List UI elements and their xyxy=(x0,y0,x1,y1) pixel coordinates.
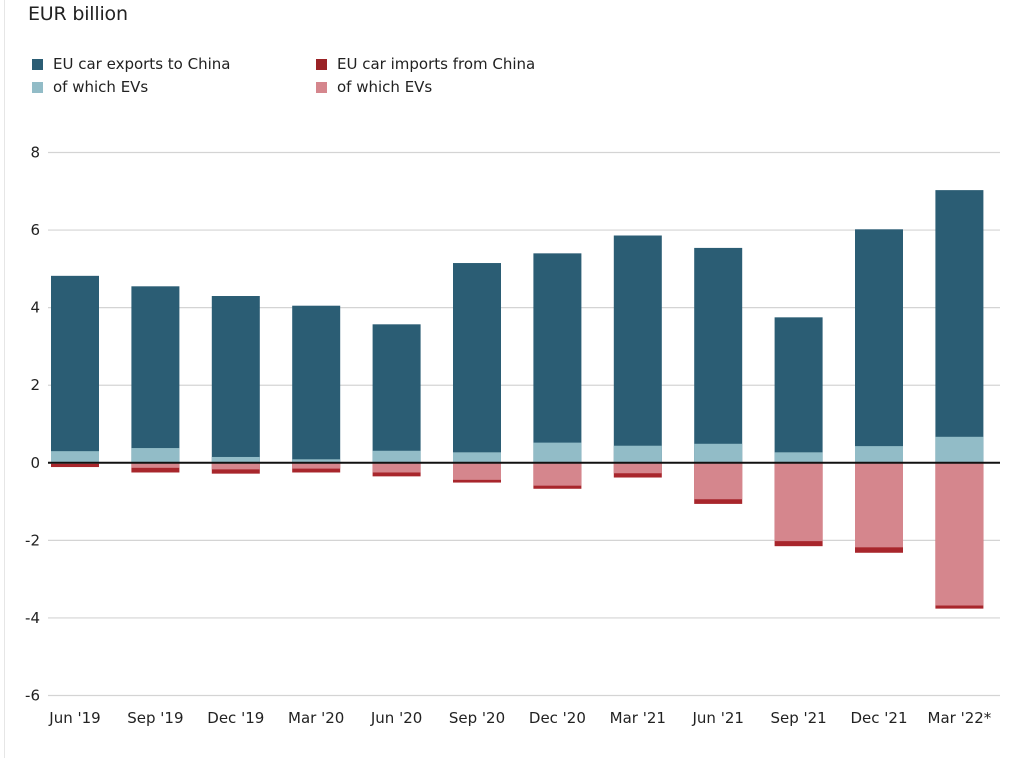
y-tick-label: -2 xyxy=(25,531,40,549)
x-axis-ticks: Jun '19 Sep '19 Dec '19 Mar '20 Jun '20 Sep '… xyxy=(48,709,991,727)
bar-imports-evs xyxy=(613,462,662,474)
y-axis-unit-title: EUR billion xyxy=(28,3,128,25)
bar-imports-evs xyxy=(935,462,984,606)
bar-group xyxy=(292,305,341,473)
gridlines xyxy=(48,151,1000,697)
bar-exports xyxy=(694,247,743,463)
x-tick-label: Sep '19 xyxy=(127,709,183,727)
bar-group xyxy=(533,253,582,489)
bar-exports xyxy=(372,324,421,463)
bar-group xyxy=(211,296,260,474)
x-tick-label: Dec '21 xyxy=(850,709,907,727)
legend-label-exports-evs: of which EVs xyxy=(53,78,149,96)
legend-item-imports: EU car imports from China xyxy=(316,55,535,73)
bar-exports-evs xyxy=(51,451,99,463)
x-tick-label: Mar '20 xyxy=(288,709,344,727)
y-tick-label: 4 xyxy=(30,299,40,317)
legend-label-imports: EU car imports from China xyxy=(337,55,536,73)
bar-exports-evs xyxy=(533,442,582,463)
x-tick-label: Mar '21 xyxy=(610,709,666,727)
y-tick-label: -4 xyxy=(25,609,40,627)
x-tick-label: Sep '21 xyxy=(770,709,826,727)
bar-group xyxy=(51,275,99,468)
bar-group xyxy=(774,317,823,547)
bar-exports-evs xyxy=(855,446,903,463)
y-tick-label: 0 xyxy=(30,454,40,472)
legend-swatch-exports-evs xyxy=(32,81,43,93)
legend-item-exports-evs: of which EVs xyxy=(32,78,148,96)
x-tick-label: Dec '20 xyxy=(529,709,586,727)
bar-exports-evs xyxy=(292,459,341,463)
bar-exports-evs xyxy=(613,445,662,463)
x-tick-label: Jun '20 xyxy=(370,709,422,727)
bar-imports-evs xyxy=(292,462,341,469)
bar-exports-evs xyxy=(694,443,743,463)
x-tick-label: Dec '19 xyxy=(207,709,264,727)
x-tick-label: Sep '20 xyxy=(449,709,505,727)
bar-imports-evs xyxy=(774,462,823,542)
bar-exports xyxy=(453,263,501,463)
legend-label-exports: EU car exports to China xyxy=(53,55,231,73)
bar-exports-evs xyxy=(211,456,260,463)
bars xyxy=(51,190,984,609)
bar-imports-evs xyxy=(694,462,743,500)
bar-exports xyxy=(51,275,99,463)
bar-imports-evs xyxy=(533,462,582,486)
legend-swatch-imports-evs xyxy=(316,81,327,93)
bar-group xyxy=(372,324,421,477)
x-tick-label: Mar '22* xyxy=(928,709,992,727)
bar-group xyxy=(131,286,180,473)
bar-exports-evs xyxy=(372,450,421,463)
legend-item-exports: EU car exports to China xyxy=(32,55,230,73)
bar-exports xyxy=(131,286,180,463)
bar-group xyxy=(613,235,662,478)
bar-imports-evs xyxy=(211,462,260,470)
bar-exports-evs xyxy=(131,448,180,463)
bar-exports xyxy=(855,229,903,463)
bar-imports-evs xyxy=(372,462,421,473)
bar-group xyxy=(453,263,501,483)
bar-exports xyxy=(774,317,823,463)
y-axis-ticks: 8 6 4 2 0 -2 -4 -6 xyxy=(25,144,40,705)
bar-imports xyxy=(51,462,99,468)
bar-exports xyxy=(613,235,662,463)
y-tick-label: -6 xyxy=(25,687,40,705)
bar-exports-evs xyxy=(774,452,823,463)
bar-imports-evs xyxy=(453,462,501,480)
legend: EU car exports to China of which EVs EU … xyxy=(30,55,650,105)
bar-exports xyxy=(533,253,582,463)
bar-exports xyxy=(211,296,260,463)
x-tick-label: Jun '19 xyxy=(48,709,100,727)
bar-group xyxy=(694,247,743,504)
legend-swatch-imports xyxy=(316,58,327,70)
bar-imports-evs xyxy=(855,462,903,548)
y-tick-label: 6 xyxy=(30,221,40,239)
legend-item-imports-evs: of which EVs xyxy=(316,78,432,96)
legend-swatch-exports xyxy=(32,58,43,70)
bar-group xyxy=(935,190,984,609)
bar-exports xyxy=(292,305,341,463)
x-tick-label: Jun '21 xyxy=(691,709,743,727)
y-tick-label: 8 xyxy=(30,144,40,162)
frame-border xyxy=(4,0,5,758)
bar-group xyxy=(855,229,903,553)
y-tick-label: 2 xyxy=(30,376,40,394)
bar-exports xyxy=(935,190,984,463)
bar-exports-evs xyxy=(935,436,984,463)
legend-label-imports-evs: of which EVs xyxy=(337,78,433,96)
bar-imports-evs xyxy=(131,462,180,468)
bar-exports-evs xyxy=(453,452,501,463)
